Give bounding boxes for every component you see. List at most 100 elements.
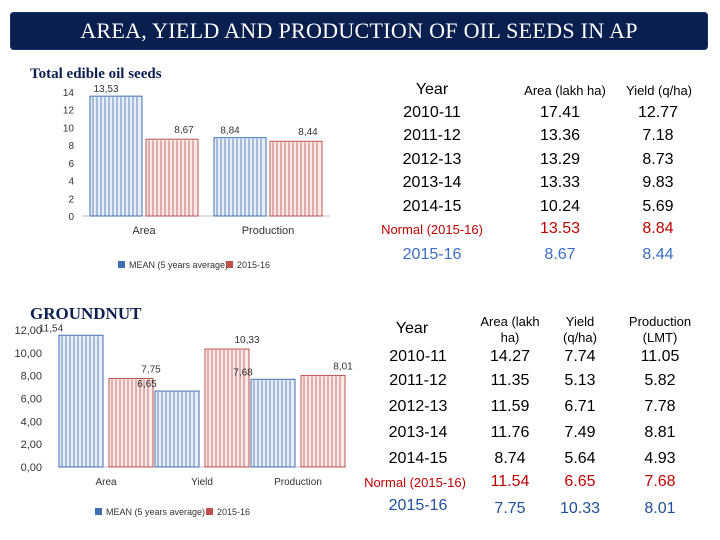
- y-tick-label: 10,00: [14, 348, 42, 360]
- t1-row-area: 10.24: [539, 198, 581, 215]
- t2-row-yield: 7.74: [564, 348, 596, 365]
- y-tick-label: 0: [68, 212, 74, 223]
- t2-normal-production: 7.68: [644, 473, 676, 490]
- t2-row-yield: 7.49: [564, 424, 596, 441]
- groundnut-chart-title: GROUNDNUT: [30, 304, 142, 323]
- t2-header-yield-line2: (q/ha): [563, 330, 597, 345]
- y-tick-label: 2,00: [21, 439, 42, 451]
- y-tick-label: 4: [68, 177, 74, 188]
- bar-data-label: 6,65: [137, 379, 157, 390]
- t1-normal-yield: 8.84: [642, 220, 674, 237]
- t1-row-area: 17.41: [539, 104, 581, 121]
- t1-row-yield: 12.77: [637, 104, 679, 121]
- t1-row-area: 13.36: [539, 127, 581, 144]
- t2-row-production: 11.05: [640, 348, 680, 365]
- t1-row-year: 2011-12: [403, 127, 461, 144]
- t1-row-yield: 8.73: [642, 151, 674, 168]
- legend-swatch: [206, 508, 213, 515]
- t2-row-area: 11.35: [490, 372, 530, 389]
- y-tick-label: 12,00: [14, 325, 42, 337]
- bar-data-label: 10,33: [234, 335, 259, 346]
- y-tick-label: 8,00: [21, 371, 42, 383]
- bar-data-label: 13,53: [93, 84, 118, 95]
- bar-data-label: 7,68: [233, 367, 253, 378]
- t2-current-area: 7.75: [494, 500, 526, 517]
- t1-header-yield: Yield (q/ha): [626, 83, 692, 98]
- legend-label: 2015-16: [237, 260, 270, 270]
- t2-row-production: 8.81: [644, 424, 676, 441]
- t1-normal-area: 13.53: [539, 220, 581, 237]
- t1-header-area: Area (lakh ha): [524, 83, 606, 98]
- t2-header-area-line1: Area (lakh: [480, 314, 540, 329]
- y-tick-label: 0,00: [21, 462, 42, 474]
- t2-normal-yield: 6.65: [564, 473, 596, 490]
- y-tick-label: 12: [63, 106, 75, 117]
- x-category-label: Production: [274, 477, 322, 488]
- t2-row-yield: 5.64: [564, 450, 596, 467]
- t1-row-year: 2012-13: [402, 151, 462, 168]
- t2-row-area: 11.76: [490, 424, 530, 441]
- x-category-label: Area: [95, 477, 117, 488]
- t2-header-production-line2: (LMT): [642, 330, 678, 345]
- t1-row-yield: 7.18: [642, 127, 674, 144]
- t2-current-yield: 10.33: [559, 500, 601, 517]
- y-tick-label: 6,00: [21, 394, 42, 406]
- bar-data-label: 8,01: [333, 362, 353, 373]
- legend-label: MEAN (5 years average): [129, 260, 228, 270]
- t2-normal-year: Normal (2015-16): [364, 475, 466, 490]
- bar-data-label: 8,44: [298, 127, 318, 138]
- y-tick-label: 4,00: [21, 416, 42, 428]
- page-title: AREA, YIELD AND PRODUCTION OF OIL SEEDS …: [80, 18, 638, 43]
- t1-row-yield: 9.83: [642, 174, 674, 191]
- t2-row-area: 8.74: [494, 450, 526, 467]
- x-category-label: Production: [242, 225, 295, 237]
- legend-label: MEAN (5 years average): [106, 507, 205, 517]
- t1-current-yield: 8.44: [642, 246, 674, 263]
- y-tick-label: 8: [68, 141, 74, 152]
- t2-row-year: 2013-14: [388, 424, 448, 441]
- t2-row-area: 11.59: [490, 398, 530, 415]
- legend-swatch: [118, 261, 125, 268]
- t1-row-area: 13.29: [539, 151, 581, 168]
- y-tick-label: 6: [68, 159, 74, 170]
- t1-row-year: 2014-15: [402, 198, 462, 215]
- y-tick-label: 2: [68, 194, 74, 205]
- t1-current-area: 8.67: [544, 246, 576, 263]
- legend-swatch: [95, 508, 102, 515]
- t2-row-year: 2011-12: [389, 372, 447, 389]
- legend-swatch: [226, 261, 233, 268]
- t2-row-year: 2014-15: [388, 450, 448, 467]
- t2-row-year: 2012-13: [388, 398, 448, 415]
- t1-row-area: 13.33: [539, 174, 581, 191]
- t2-row-production: 4.93: [644, 450, 676, 467]
- t1-current-year: 2015-16: [402, 246, 462, 263]
- edible-chart-title: Total edible oil seeds: [30, 66, 162, 82]
- t1-row-year: 2013-14: [402, 174, 462, 191]
- t2-current-year: 2015-16: [388, 497, 448, 514]
- t2-row-yield: 5.13: [564, 372, 596, 389]
- t1-row-yield: 5.69: [642, 198, 674, 215]
- t2-row-year: 2010-11: [389, 348, 447, 365]
- t1-header-year: Year: [415, 81, 449, 98]
- t1-normal-year: Normal (2015-16): [381, 222, 483, 237]
- bar-data-label: 11,54: [39, 323, 64, 334]
- x-category-label: Area: [132, 225, 156, 237]
- t2-header-yield-line1: Yield: [565, 314, 595, 329]
- t2-header-year: Year: [395, 320, 429, 337]
- legend-label: 2015-16: [217, 507, 250, 517]
- t2-header-area-line2: ha): [500, 330, 520, 345]
- t2-row-yield: 6.71: [564, 398, 596, 415]
- bar-data-label: 8,67: [174, 125, 194, 136]
- t2-current-production: 8.01: [644, 500, 676, 517]
- t2-normal-area: 11.54: [490, 473, 530, 490]
- t2-row-area: 14.27: [489, 348, 531, 365]
- t1-row-year: 2010-11: [403, 104, 461, 121]
- title-banner: AREA, YIELD AND PRODUCTION OF OIL SEEDS …: [10, 12, 708, 50]
- x-category-label: Yield: [191, 477, 213, 488]
- bar-data-label: 7,75: [141, 365, 161, 376]
- t2-header-production-line1: Production: [628, 314, 692, 329]
- y-tick-label: 14: [63, 88, 75, 99]
- y-tick-label: 10: [63, 123, 75, 134]
